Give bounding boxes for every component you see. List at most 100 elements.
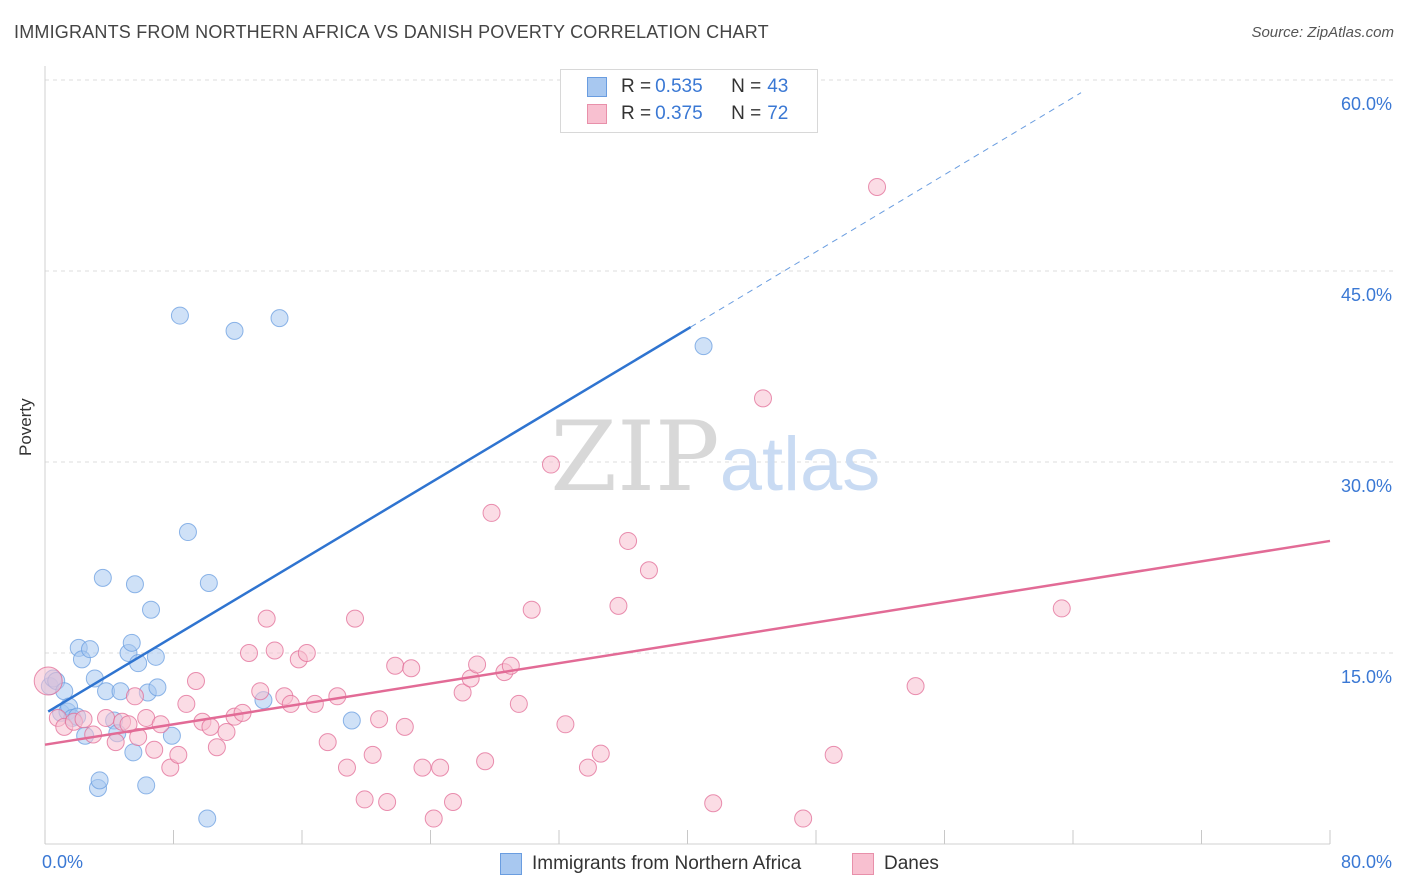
point-s0-24 [125, 575, 144, 594]
point-s1-65 [704, 794, 723, 813]
point-s1-57 [522, 600, 541, 619]
point-s1-36 [337, 758, 356, 777]
legend-swatch-pink [852, 853, 874, 875]
legend-label-immigrants: Immigrants from Northern Africa [532, 853, 802, 874]
point-s0-12 [80, 640, 99, 659]
chart-source: Source: ZipAtlas.com [1251, 24, 1394, 41]
point-s0-26 [137, 776, 156, 795]
point-s1-21 [207, 738, 226, 757]
point-s1-7 [106, 733, 125, 752]
stats-legend-row-blue: R = 0.535 N = 43 [587, 74, 788, 100]
point-s1-48 [443, 792, 462, 811]
point-s1-49 [453, 683, 472, 702]
n-value: 43 [767, 76, 789, 97]
point-s1-43 [395, 717, 414, 736]
r-label: R = [621, 103, 652, 124]
point-s0-39 [342, 711, 361, 730]
point-s0-33 [178, 523, 197, 542]
point-s1-28 [265, 641, 284, 660]
point-s1-47 [431, 758, 450, 777]
stats-legend-row-pink: R = 0.375 N = 72 [587, 101, 788, 127]
point-s1-17 [177, 694, 196, 713]
point-s0-23 [124, 743, 143, 762]
legend-swatch-blue [500, 853, 522, 875]
trend-line-0 [47, 325, 692, 713]
point-s1-25 [239, 644, 258, 662]
point-s1-59 [556, 715, 575, 734]
legend-swatch-pink [587, 104, 607, 124]
point-s1-10 [125, 687, 144, 706]
point-s1-26 [251, 682, 270, 701]
point-s1-46 [424, 809, 443, 828]
watermark-atlas: atlas [720, 422, 881, 507]
point-s1-11 [129, 728, 148, 747]
point-s1-69 [868, 177, 887, 196]
n-value: 72 [767, 103, 789, 124]
point-s1-51 [468, 655, 487, 674]
chart-title: IMMIGRANTS FROM NORTHERN AFRICA VS DANIS… [14, 22, 769, 42]
point-s0-31 [162, 726, 181, 745]
point-s1-64 [639, 561, 658, 580]
trend-lines [44, 92, 1331, 746]
legend-item-danes[interactable]: Danes [852, 850, 939, 878]
point-s1-4 [74, 710, 93, 729]
point-s1-45 [413, 758, 432, 777]
legend-item-immigrants[interactable]: Immigrants from Northern Africa [500, 850, 801, 878]
point-s1-67 [794, 809, 813, 828]
point-s0-38 [270, 309, 289, 328]
point-s0-36 [225, 321, 244, 340]
point-s1-5 [84, 725, 103, 744]
point-s1-40 [370, 710, 389, 729]
watermark-zip: ZIP [550, 401, 719, 513]
y-axis-label: Poverty [16, 398, 35, 456]
point-s1-27 [257, 609, 276, 628]
point-s1-38 [355, 790, 374, 809]
n-label: N = [731, 103, 762, 124]
point-s1-18 [186, 672, 205, 691]
point-s1-44 [402, 659, 421, 678]
point-s1-60 [578, 758, 597, 777]
point-s1-41 [378, 792, 397, 811]
point-s1-37 [346, 609, 365, 628]
n-label: N = [731, 76, 762, 97]
point-s1-53 [482, 503, 501, 522]
point-s0-16 [93, 568, 112, 587]
point-s1-56 [509, 694, 528, 713]
point-s0-28 [142, 600, 161, 619]
point-s1-9 [119, 715, 138, 734]
point-s1-22 [217, 722, 236, 741]
point-s1-58 [541, 455, 560, 474]
point-s0-35 [199, 573, 218, 592]
r-value: 0.535 [655, 76, 703, 97]
point-s1-13 [145, 740, 164, 759]
legend-swatch-blue [587, 77, 607, 97]
point-s1-61 [591, 744, 610, 763]
r-label: R = [621, 76, 652, 97]
point-s1-32 [297, 644, 316, 662]
point-s0-40 [694, 337, 713, 356]
point-s1-66 [753, 389, 772, 408]
point-s1-42 [386, 656, 405, 675]
point-s0-34 [198, 809, 217, 828]
y-tick-label-3: 60.0% [1340, 94, 1392, 114]
point-s0-30 [148, 678, 167, 697]
point-s1-20 [201, 717, 220, 736]
data-points [33, 177, 1071, 828]
y-tick-label-2: 45.0% [1340, 285, 1392, 305]
grid-lines [45, 79, 1395, 654]
trend-line-extension-0 [690, 92, 1082, 328]
point-s1-62 [609, 596, 628, 615]
point-s1-16 [169, 745, 188, 764]
point-s1-39 [363, 745, 382, 764]
y-tick-label-1: 30.0% [1340, 476, 1392, 496]
r-value: 0.375 [655, 103, 703, 124]
x-tick-min: 0.0% [42, 852, 84, 872]
point-s1-34 [318, 733, 337, 752]
point-s0-22 [122, 633, 141, 652]
y-tick-label-0: 15.0% [1340, 667, 1392, 687]
point-s1-71 [1052, 599, 1071, 618]
point-s1-68 [824, 745, 843, 764]
stats-legend: R = 0.535 N = 43 R = 0.375 N = 72 [560, 69, 818, 133]
watermark: ZIP atlas [550, 401, 880, 513]
